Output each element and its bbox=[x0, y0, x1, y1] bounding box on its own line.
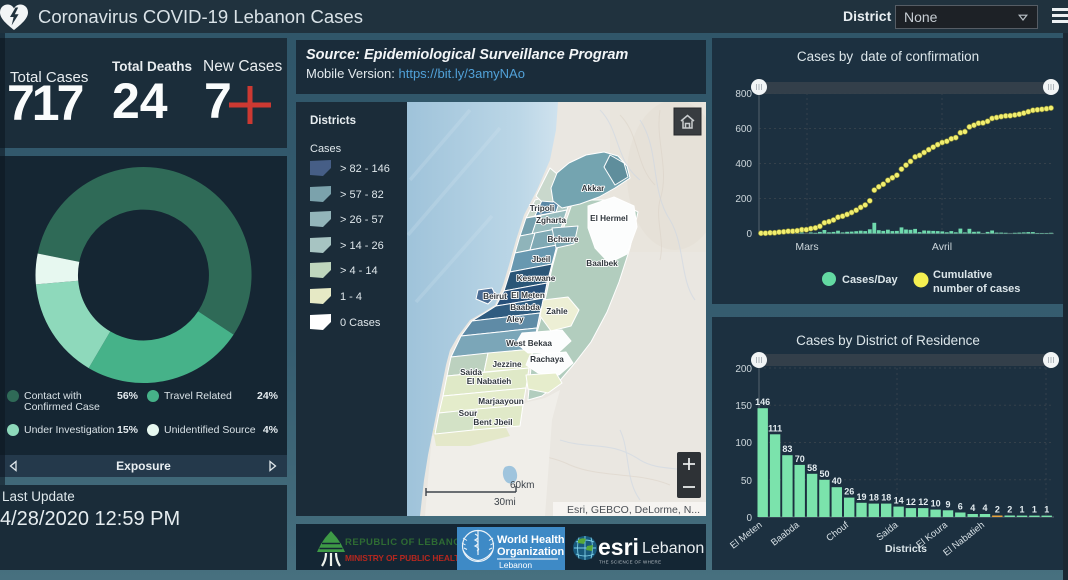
svg-text:50: 50 bbox=[741, 476, 753, 487]
svg-text:Travel Related: Travel Related bbox=[164, 390, 232, 402]
svg-text:Organization: Organization bbox=[497, 546, 565, 558]
svg-text:Jezzine: Jezzine bbox=[492, 360, 522, 369]
svg-text:Sour: Sour bbox=[459, 409, 478, 418]
svg-text:600: 600 bbox=[735, 124, 752, 135]
svg-text:4: 4 bbox=[970, 503, 975, 513]
svg-text:Cases by date of confirmation: Cases by date of confirmation bbox=[797, 49, 979, 64]
svg-text:58: 58 bbox=[807, 463, 817, 473]
svg-text:Jbeil: Jbeil bbox=[532, 255, 551, 264]
svg-text:Lebanon: Lebanon bbox=[499, 560, 532, 570]
svg-text:24%: 24% bbox=[257, 390, 279, 402]
svg-text:Bent Jbeil: Bent Jbeil bbox=[473, 418, 512, 427]
svg-text:50: 50 bbox=[819, 469, 829, 479]
svg-text:10: 10 bbox=[931, 499, 941, 509]
svg-text:56%: 56% bbox=[117, 390, 139, 402]
svg-text:9: 9 bbox=[945, 499, 950, 509]
svg-text:Esri, GEBCO, DeLorme, N...: Esri, GEBCO, DeLorme, N... bbox=[567, 504, 700, 516]
svg-text:0: 0 bbox=[746, 513, 752, 524]
svg-text:Districts: Districts bbox=[885, 543, 927, 555]
svg-text:> 4 - 14: > 4 - 14 bbox=[340, 265, 378, 277]
svg-text:Marjaayoun: Marjaayoun bbox=[478, 397, 524, 406]
svg-text:0 Cases: 0 Cases bbox=[340, 317, 381, 329]
svg-text:MINISTRY OF PUBLIC HEALTH: MINISTRY OF PUBLIC HEALTH bbox=[345, 553, 465, 563]
svg-text:2: 2 bbox=[995, 505, 1000, 515]
svg-text:60km: 60km bbox=[510, 480, 534, 491]
svg-text:Baabda: Baabda bbox=[510, 303, 540, 312]
svg-text:Chouf: Chouf bbox=[824, 519, 851, 543]
svg-text:40: 40 bbox=[832, 476, 842, 486]
svg-text:111: 111 bbox=[768, 423, 782, 433]
svg-text:Zahle: Zahle bbox=[546, 307, 568, 316]
svg-text:Lebanon: Lebanon bbox=[642, 540, 704, 557]
svg-text:REPUBLIC OF LEBANON: REPUBLIC OF LEBANON bbox=[345, 537, 469, 548]
svg-text:> 82 - 146: > 82 - 146 bbox=[340, 163, 390, 175]
svg-text:4: 4 bbox=[982, 503, 987, 513]
svg-text:esri: esri bbox=[598, 534, 639, 560]
svg-text:83: 83 bbox=[782, 444, 792, 454]
svg-text:200: 200 bbox=[735, 364, 752, 375]
svg-text:1: 1 bbox=[1019, 505, 1024, 515]
svg-text:Mars: Mars bbox=[795, 241, 818, 253]
svg-text:Beirut: Beirut bbox=[483, 292, 507, 301]
svg-text:100: 100 bbox=[735, 438, 752, 449]
svg-text:THE SCIENCE OF WHERE: THE SCIENCE OF WHERE bbox=[599, 560, 661, 565]
svg-text:146: 146 bbox=[755, 397, 770, 407]
svg-text:12: 12 bbox=[918, 497, 928, 507]
svg-text:15%: 15% bbox=[117, 424, 139, 436]
svg-text:12: 12 bbox=[906, 497, 916, 507]
svg-text:> 26 - 57: > 26 - 57 bbox=[340, 214, 384, 226]
svg-text:Cumulative: Cumulative bbox=[933, 269, 992, 281]
svg-text:0: 0 bbox=[746, 229, 752, 240]
svg-text:14: 14 bbox=[894, 496, 904, 506]
svg-text:Contact with: Contact with bbox=[24, 390, 82, 402]
svg-text:Aley: Aley bbox=[506, 315, 524, 324]
svg-text:1 - 4: 1 - 4 bbox=[340, 291, 362, 303]
svg-text:El Meten: El Meten bbox=[511, 291, 545, 300]
svg-text:1: 1 bbox=[1032, 505, 1037, 515]
svg-text:1: 1 bbox=[1044, 505, 1049, 515]
svg-text:Tripoli: Tripoli bbox=[530, 204, 555, 213]
svg-text:Cases/Day: Cases/Day bbox=[842, 274, 899, 286]
svg-text:Avril: Avril bbox=[932, 241, 952, 253]
svg-text:Districts: Districts bbox=[310, 115, 356, 127]
svg-text:Kesrwane: Kesrwane bbox=[517, 274, 556, 283]
svg-text:El Nabatieh: El Nabatieh bbox=[467, 377, 512, 386]
svg-text:Unidentified Source: Unidentified Source bbox=[164, 424, 256, 436]
svg-text:30mi: 30mi bbox=[494, 497, 516, 508]
svg-text:Saida: Saida bbox=[875, 519, 901, 543]
svg-text:4%: 4% bbox=[263, 424, 279, 436]
svg-text:Cases by District of Residence: Cases by District of Residence bbox=[796, 333, 980, 348]
svg-text:2: 2 bbox=[1007, 505, 1012, 515]
svg-text:Baabda: Baabda bbox=[769, 519, 802, 548]
svg-text:El Hermel: El Hermel bbox=[590, 214, 628, 223]
svg-text:Cases: Cases bbox=[310, 143, 342, 155]
svg-text:Saida: Saida bbox=[460, 368, 482, 377]
svg-text:Confirmed Case: Confirmed Case bbox=[24, 401, 100, 413]
svg-text:200: 200 bbox=[735, 194, 752, 205]
svg-text:18: 18 bbox=[881, 493, 891, 503]
svg-text:150: 150 bbox=[735, 401, 752, 412]
svg-text:Baalbek: Baalbek bbox=[586, 259, 618, 268]
svg-text:Bcharre: Bcharre bbox=[548, 235, 579, 244]
svg-text:West Bekaa: West Bekaa bbox=[506, 339, 552, 348]
svg-text:World Health: World Health bbox=[497, 534, 565, 546]
svg-text:Under Investigation: Under Investigation bbox=[24, 424, 115, 436]
svg-text:El Meten: El Meten bbox=[728, 520, 764, 552]
svg-text:19: 19 bbox=[856, 492, 866, 502]
svg-text:70: 70 bbox=[795, 454, 805, 464]
svg-text:800: 800 bbox=[735, 89, 752, 100]
svg-text:> 57 - 82: > 57 - 82 bbox=[340, 189, 384, 201]
svg-text:Akkar: Akkar bbox=[582, 184, 606, 193]
svg-text:18: 18 bbox=[869, 493, 879, 503]
svg-text:El Nabatieh: El Nabatieh bbox=[941, 520, 986, 559]
svg-text:Rachaya: Rachaya bbox=[530, 355, 564, 364]
svg-text:400: 400 bbox=[735, 159, 752, 170]
svg-text:number of cases: number of cases bbox=[933, 283, 1020, 295]
svg-text:> 14 - 26: > 14 - 26 bbox=[340, 240, 384, 252]
svg-text:Zgharta: Zgharta bbox=[536, 216, 566, 225]
svg-text:26: 26 bbox=[844, 487, 854, 497]
svg-text:6: 6 bbox=[958, 502, 963, 512]
